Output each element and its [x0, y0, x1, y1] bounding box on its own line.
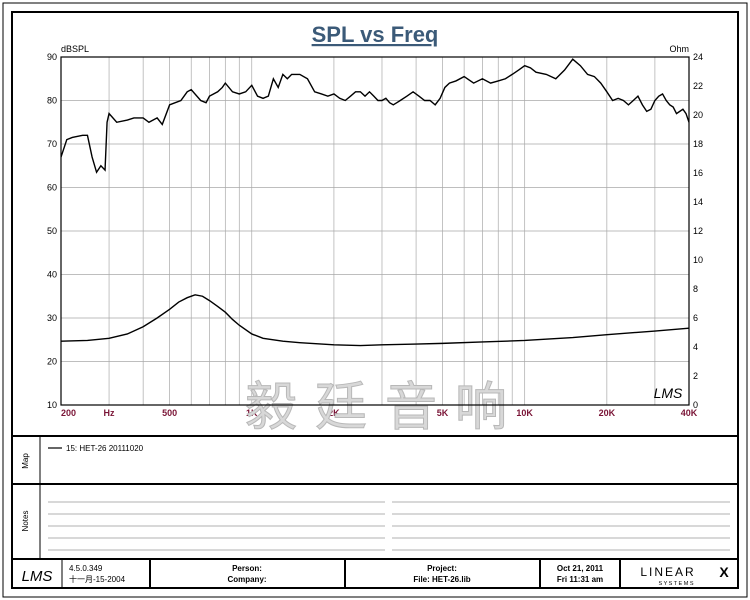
watermark: 毅廷音响 [245, 379, 525, 437]
right-tick-label: 0 [693, 400, 698, 410]
right-tick-label: 8 [693, 284, 698, 294]
left-tick-label: 30 [47, 313, 57, 323]
x-tick-labels: 200 Hz 500 1K 2K 5K 10K 20K 40K [61, 408, 698, 418]
footer-brand-sub: S Y S T E M S [658, 581, 693, 587]
spl-series-line [61, 58, 689, 174]
x-tick-label: 1K [246, 408, 258, 418]
impedance-series-line [61, 294, 689, 347]
right-tick-label: 24 [693, 52, 703, 62]
right-tick-label: 4 [693, 342, 698, 352]
footer-person-label: Person: [232, 564, 262, 573]
left-tick-label: 80 [47, 96, 57, 106]
notes-lines [48, 501, 730, 551]
footer-version: 4.5.0.349 [69, 564, 103, 573]
x-tick-label: 20K [599, 408, 616, 418]
x-tick-label: Hz [104, 408, 115, 418]
plot-border [60, 56, 690, 406]
right-tick-label: 22 [693, 81, 703, 91]
left-tick-label: 40 [47, 270, 57, 280]
footer-project-label: Project: [427, 564, 457, 573]
left-tick-label: 10 [47, 400, 57, 410]
footer-date: Oct 21, 2011 [557, 564, 604, 573]
left-tick-label: 50 [47, 226, 57, 236]
right-tick-label: 14 [693, 197, 703, 207]
right-tick-label: 6 [693, 313, 698, 323]
right-tick-label: 12 [693, 226, 703, 236]
x-tick-label: 500 [162, 408, 177, 418]
left-tick-labels: 10 20 30 40 50 60 70 80 90 [47, 52, 57, 410]
footer-company-label: Company: [227, 575, 266, 584]
report-frame [11, 11, 739, 589]
x-tick-label: 10K [516, 408, 533, 418]
right-tick-label: 18 [693, 139, 703, 149]
footer-brand: LINEAR [640, 565, 695, 579]
plot-signature: LMS [654, 385, 683, 401]
horizontal-grid [61, 100, 689, 362]
left-tick-label: 20 [47, 357, 57, 367]
legend-entry: 15: HET-26 20111020 [66, 444, 144, 453]
notes-section-label: Notes [21, 511, 30, 532]
right-tick-label: 20 [693, 110, 703, 120]
right-tick-label: 16 [693, 168, 703, 178]
left-tick-label: 90 [47, 52, 57, 62]
x-tick-label: 40K [681, 408, 698, 418]
x-tick-label: 5K [437, 408, 449, 418]
footer-brand-x: X [719, 564, 729, 580]
footer-time: Fri 11:31 am [557, 575, 603, 584]
footer-file-label: File: HET-26.lib [413, 575, 470, 584]
map-section-label: Map [21, 453, 30, 469]
right-tick-label: 10 [693, 255, 703, 265]
footer-build-date: 十一月-15-2004 [69, 574, 126, 584]
left-tick-label: 60 [47, 183, 57, 193]
left-tick-label: 70 [47, 139, 57, 149]
right-axis-unit: Ohm [669, 44, 689, 54]
x-tick-label: 200 [61, 408, 76, 418]
footer-lms-logo: LMS [22, 568, 53, 585]
left-axis-unit: dBSPL [61, 44, 89, 54]
footer [61, 559, 621, 588]
x-tick-label: 2K [328, 408, 340, 418]
chart-title: SPL vs Freq [312, 22, 439, 47]
right-tick-label: 2 [693, 371, 698, 381]
vertical-grid [108, 57, 656, 405]
